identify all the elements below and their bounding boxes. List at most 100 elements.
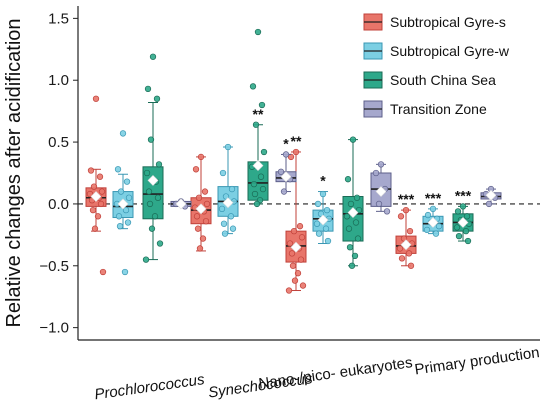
box-1-2: *: [312, 173, 334, 245]
data-point: [424, 211, 432, 219]
category-label: Prochlorococcus: [93, 371, 206, 400]
data-point: [92, 95, 100, 102]
data-point: [156, 240, 164, 247]
data-point: [229, 225, 237, 232]
data-point: [147, 136, 155, 143]
box-3-3: [480, 185, 502, 208]
data-point: [313, 220, 321, 227]
data-point: [286, 240, 294, 247]
data-point: [122, 206, 130, 214]
data-point: [218, 205, 226, 213]
data-point: [149, 53, 157, 60]
mean-marker: [317, 214, 329, 226]
data-point: [249, 83, 257, 90]
data-point: [343, 213, 351, 220]
legend-item-2: South China Sea: [363, 71, 496, 89]
data-point: [398, 255, 406, 262]
legend-item-0: Subtropical Gyre-s: [363, 13, 506, 31]
data-point: [117, 188, 125, 195]
category-label: Primary production: [414, 344, 541, 378]
box-1-1: [217, 143, 239, 237]
data-point: [142, 256, 150, 263]
data-point: [375, 200, 383, 208]
data-point: [94, 213, 102, 220]
data-point: [221, 230, 229, 237]
data-point: [397, 213, 405, 220]
data-point: [355, 206, 363, 214]
data-point: [423, 226, 431, 234]
data-point: [96, 173, 104, 180]
data-point: [220, 220, 228, 227]
data-point: [455, 232, 463, 240]
legend-label: South China Sea: [390, 72, 496, 88]
data-point: [254, 28, 262, 36]
data-point: [91, 225, 99, 232]
data-point: [151, 213, 159, 220]
legend-label: Subtropical Gyre-s: [390, 14, 506, 30]
mean-marker: [90, 191, 102, 202]
legend-item-3: Transition Zone: [363, 100, 487, 118]
box-3-2: [370, 161, 392, 215]
mean-marker: [427, 217, 439, 228]
data-point: [291, 277, 299, 284]
data-point: [195, 194, 203, 201]
mean-marker: [195, 203, 207, 215]
data-point: [294, 270, 302, 277]
legend-label: Transition Zone: [390, 101, 487, 117]
box-0-1: [190, 153, 212, 252]
data-point: [383, 208, 391, 215]
data-point: [250, 180, 258, 188]
data-point: [257, 173, 265, 180]
data-point: [144, 85, 152, 93]
plot-area: ***************: [85, 28, 502, 294]
data-point: [290, 227, 298, 235]
data-point: [407, 262, 415, 269]
data-point: [224, 143, 232, 151]
box-2-1: **: [247, 28, 269, 208]
data-point: [202, 218, 210, 225]
mean-marker: [280, 171, 292, 183]
data-point: [99, 268, 107, 276]
data-point: [396, 245, 404, 252]
data-point: [145, 188, 153, 195]
data-point: [435, 223, 443, 230]
data-point: [87, 167, 95, 174]
significance-label: ***: [455, 187, 472, 203]
data-point: [372, 169, 380, 177]
data-point: [201, 188, 209, 195]
data-point: [429, 205, 437, 213]
data-point: [146, 200, 154, 208]
data-point: [459, 203, 467, 210]
mean-marker: [222, 197, 234, 209]
data-point: [348, 262, 356, 269]
data-point: [260, 148, 268, 156]
data-point: [322, 225, 330, 232]
data-point: [462, 227, 470, 235]
y-tick-label: 1.5: [48, 10, 69, 27]
data-point: [282, 151, 290, 158]
data-point: [289, 262, 297, 269]
data-point: [463, 213, 471, 220]
mean-marker: [252, 160, 264, 172]
mean-marker: [347, 207, 359, 219]
data-point: [125, 194, 133, 201]
significance-label: ***: [425, 190, 442, 206]
legend-label: Subtropical Gyre-w: [390, 43, 510, 59]
data-point: [155, 161, 163, 168]
data-point: [258, 101, 266, 109]
y-tick-label: 0.5: [48, 134, 69, 151]
data-point: [349, 136, 357, 143]
data-point: [121, 268, 129, 276]
data-point: [344, 176, 352, 183]
significance-label: **: [253, 106, 264, 122]
mean-marker: [375, 186, 387, 197]
box-2-2: [342, 136, 364, 269]
data-point: [119, 130, 127, 137]
data-point: [199, 235, 207, 242]
data-point: [124, 219, 132, 226]
data-point: [90, 183, 98, 190]
data-point: [253, 200, 261, 208]
data-point: [292, 148, 300, 156]
box-1-0: [112, 130, 134, 276]
